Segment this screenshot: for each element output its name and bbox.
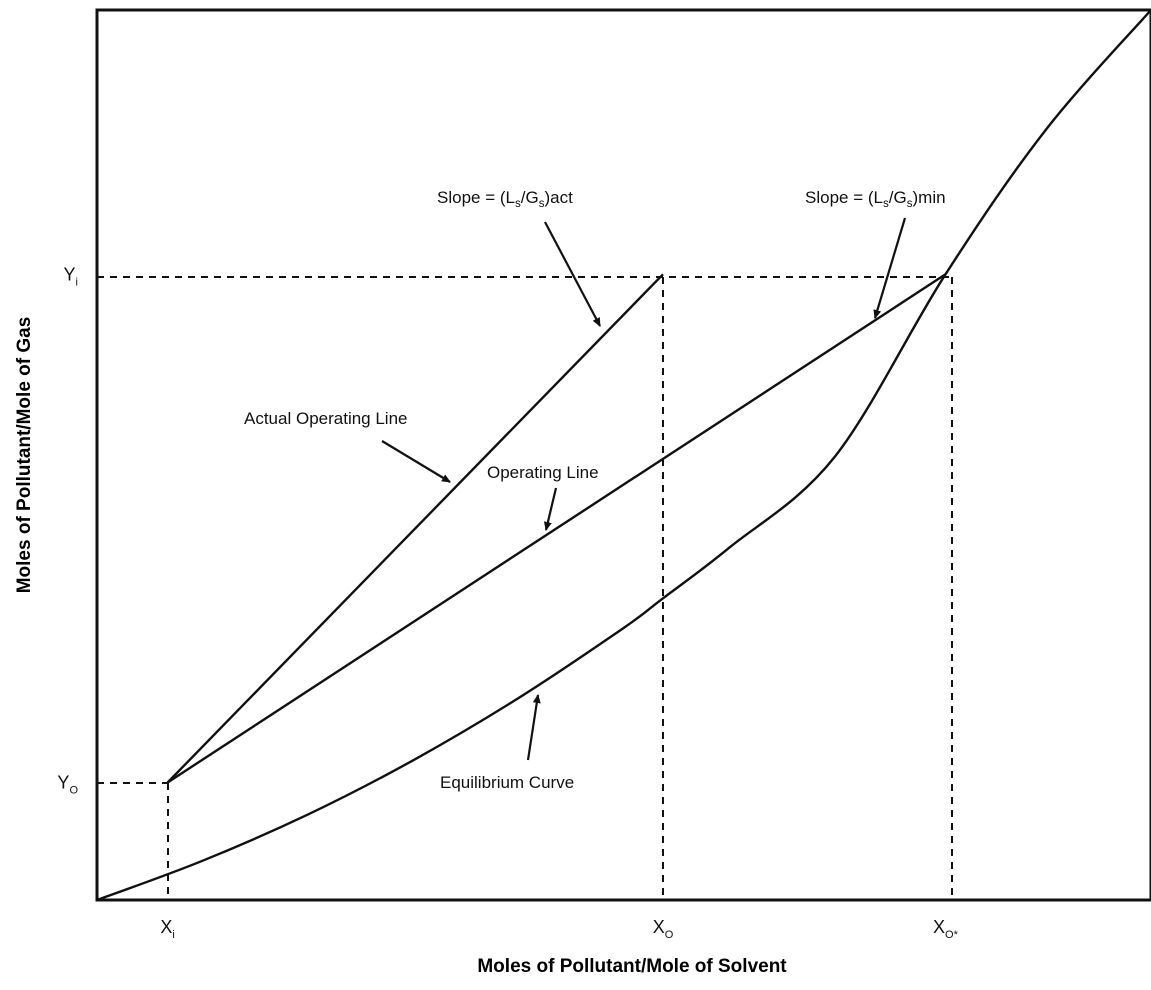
x-axis-label: Moles of Pollutant/Mole of Solvent <box>477 956 787 977</box>
series-line-operating_min <box>166 273 947 784</box>
label-equilibrium-curve: Equilibrium Curve <box>440 773 574 792</box>
guide-lines <box>97 276 955 900</box>
label-slope-act: Slope = (Ls/Gs)act <box>437 188 573 210</box>
x-tick-label-xo: XO <box>653 917 674 941</box>
plot-frame <box>95 8 1151 902</box>
tick-layer: Xi XO XO* YO Yi <box>57 264 958 941</box>
y-tick-label-yo: YO <box>57 773 78 797</box>
x-tick-label-xostar: XO* <box>933 917 959 941</box>
arrow-operating-line <box>543 487 558 531</box>
arrow-equilibrium-curve <box>526 694 541 761</box>
arrow-actual-operating-line <box>381 440 451 483</box>
label-operating-line: Operating Line <box>487 463 599 482</box>
series-line-equilibrium <box>96 9 1151 902</box>
arrow-slope-act <box>544 221 601 327</box>
annotation-labels: Slope = (Ls/Gs)act Slope = (Ls/Gs)min Ac… <box>244 188 946 792</box>
label-slope-min: Slope = (Ls/Gs)min <box>805 188 946 210</box>
x-tick-label-xi: Xi <box>160 917 174 941</box>
label-actual-operating-line: Actual Operating Line <box>244 409 408 428</box>
series-layer <box>96 9 1151 902</box>
series-line-operating_actual <box>166 273 664 784</box>
arrow-slope-min <box>873 217 907 319</box>
y-tick-label-yi: Yi <box>64 264 78 288</box>
annotation-arrows <box>381 217 907 761</box>
y-axis-label: Moles of Pollutant/Mole of Gas <box>14 317 35 594</box>
